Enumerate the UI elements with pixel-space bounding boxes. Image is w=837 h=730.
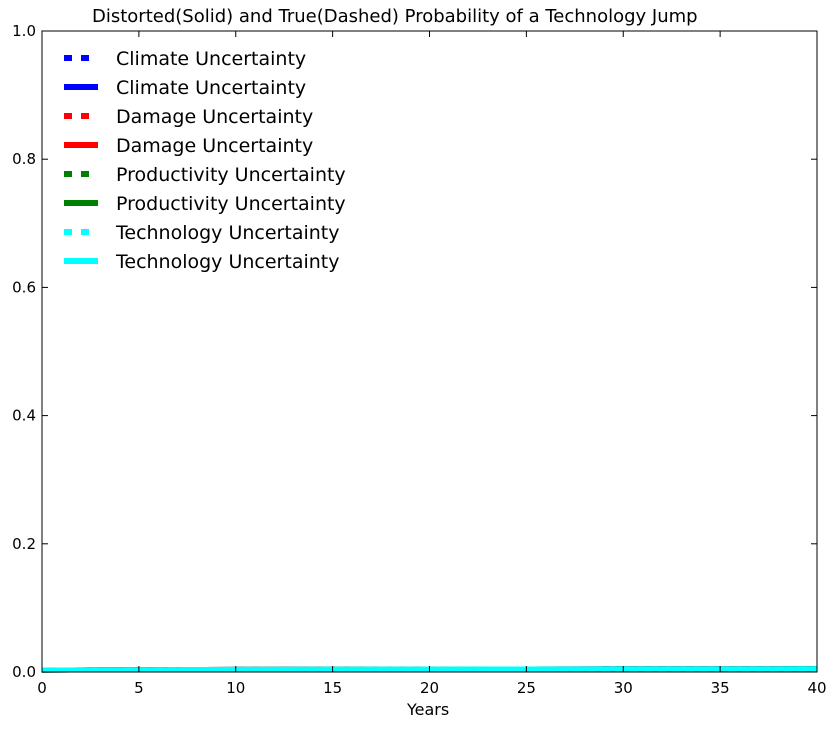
x-axis-label-text: Years [407, 700, 450, 719]
y-tick-label: 0.8 [12, 150, 36, 168]
x-tick-label: 15 [323, 679, 342, 697]
y-tick-label: 0.4 [12, 407, 36, 425]
chart-title-text: Distorted(Solid) and True(Dashed) Probab… [92, 6, 698, 27]
legend-label-5: Productivity Uncertainty [116, 164, 346, 186]
x-tick-label: 5 [134, 679, 144, 697]
legend-label-1: Climate Uncertainty [116, 48, 306, 70]
legend-label-4: Damage Uncertainty [116, 135, 313, 157]
x-tick-label: 20 [420, 679, 439, 697]
legend-label-8: Technology Uncertainty [115, 251, 339, 273]
y-tick-label: 1.0 [12, 22, 36, 40]
legend-label-7: Technology Uncertainty [115, 222, 339, 244]
x-tick-label: 30 [614, 679, 633, 697]
y-tick-label: 0.0 [12, 663, 36, 681]
y-tick-label: 0.6 [12, 278, 36, 296]
legend-label-2: Climate Uncertainty [116, 77, 306, 99]
y-tick-label: 0.2 [12, 535, 36, 553]
x-tick-label: 25 [517, 679, 536, 697]
x-tick-label: 40 [807, 679, 826, 697]
legend-label-3: Damage Uncertainty [116, 106, 313, 128]
legend-label-6: Productivity Uncertainty [116, 193, 346, 215]
x-tick-label: 0 [37, 679, 47, 697]
x-tick-label: 35 [711, 679, 730, 697]
x-tick-label: 10 [226, 679, 245, 697]
